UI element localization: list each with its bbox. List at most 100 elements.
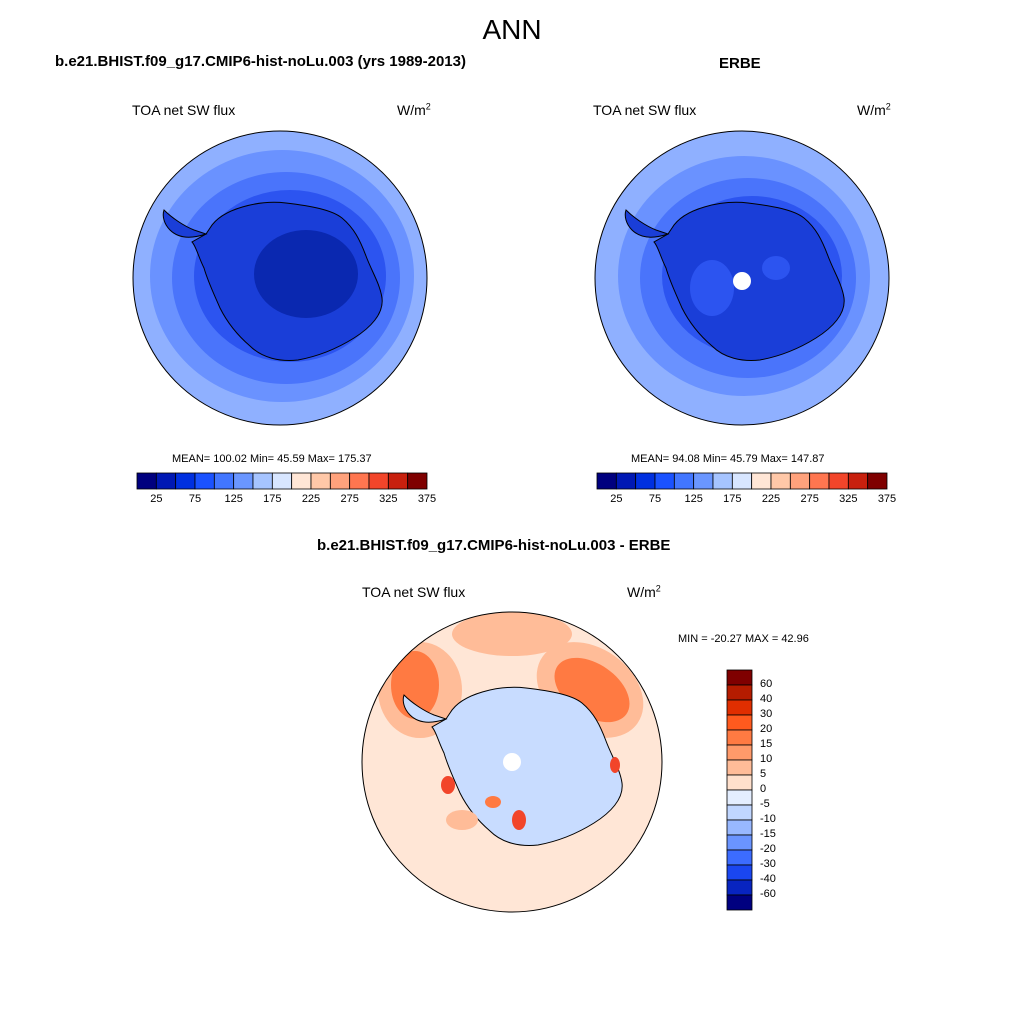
cb-obs-label-4: 225 [761,493,781,505]
cb-diff-swatch-3 [726,714,753,731]
map-diff-hotspot-4 [610,757,620,773]
cb-obs-swatch-9 [770,472,791,490]
cb-model-swatch-6 [252,472,273,490]
cb-diff-swatch-8 [726,789,753,806]
map-diff-warm-north [452,612,572,656]
panel1-variable: TOA net SW flux [132,102,236,118]
panel2-variable: TOA net SW flux [593,102,697,118]
map-model-border [132,130,428,426]
cb-obs-swatch-14 [867,472,888,490]
map-diff-pole-hole [503,753,521,771]
cb-obs-label-7: 375 [877,493,897,505]
cb-diff-swatch-11 [726,834,753,851]
cb-diff-label-2: 30 [760,708,773,720]
cb-model-swatch-2 [175,472,196,490]
cb-obs-swatch-11 [809,472,830,490]
cb-model-label-0: 25 [150,493,163,505]
cb-diff-swatch-6 [726,759,753,776]
cb-diff-swatch-14 [726,879,753,896]
panel1-title: b.e21.BHIST.f09_g17.CMIP6-hist-noLu.003 … [55,53,466,70]
cb-model-label-7: 375 [417,493,437,505]
cb-obs-swatch-7 [731,472,753,490]
cb-obs-swatch-13 [847,472,869,490]
cb-model-swatch-14 [407,472,428,490]
cb-diff-swatch-2 [726,699,753,716]
cb-diff-swatch-4 [726,729,753,746]
map-diff-border [361,611,663,913]
cb-model-swatch-13 [387,472,409,490]
cb-diff-label-5: 10 [760,753,773,765]
cb-model-label-2: 125 [224,493,243,505]
cb-model-swatch-11 [349,472,370,490]
colorbar-difference [726,669,753,911]
map-obs-border [594,130,890,426]
cb-model-label-5: 275 [340,493,359,505]
cb-obs-swatch-8 [751,472,772,490]
cb-model-label-1: 75 [188,493,202,505]
cb-obs-swatch-12 [828,472,849,490]
colorbar-model [136,472,428,490]
cb-diff-swatch-13 [726,864,753,881]
cb-diff-label-14: -60 [760,888,776,900]
cb-model-swatch-8 [291,472,312,490]
map-diff-warm-patch [446,810,478,830]
map-model [132,130,428,426]
cb-model-swatch-9 [310,472,331,490]
cb-obs-swatch-2 [635,472,656,490]
cb-model-swatch-1 [155,472,177,490]
map-obs [594,130,890,426]
cb-model-swatch-10 [329,472,351,490]
cb-obs-swatch-0 [596,472,617,490]
cb-diff-swatch-9 [726,804,753,821]
cb-obs-label-5: 275 [800,493,819,505]
panel2-units: W/m2 [857,101,891,118]
cb-model-swatch-3 [194,472,215,490]
cb-obs-swatch-6 [712,472,733,490]
map-obs-pole-hole [733,272,751,290]
cb-diff-label-1: 40 [760,693,773,705]
cb-obs-label-6: 325 [839,493,858,505]
cb-diff-label-8: -5 [760,798,770,810]
cb-diff-swatch-0 [726,669,753,686]
cb-model-swatch-7 [271,472,293,490]
map-difference [361,611,663,913]
cb-diff-label-4: 15 [760,738,773,750]
cb-diff-label-11: -20 [760,843,776,855]
cb-diff-swatch-15 [726,894,753,911]
cb-obs-label-3: 175 [723,493,742,505]
cb-model-swatch-12 [368,472,389,490]
panel1-stats: MEAN= 100.02 Min= 45.59 Max= 175.37 [172,453,372,465]
cb-diff-label-13: -40 [760,873,776,885]
cb-model-swatch-0 [136,472,157,490]
panel2-stats: MEAN= 94.08 Min= 45.79 Max= 147.87 [631,453,825,465]
cb-diff-swatch-12 [726,849,753,866]
map-model-plateau [254,230,358,318]
map-obs-low-region [690,260,734,316]
cb-diff-swatch-7 [726,774,753,791]
map-obs-low-region-2 [762,256,790,280]
cb-obs-swatch-4 [673,472,695,490]
cb-obs-label-2: 125 [684,493,703,505]
cb-diff-swatch-1 [726,684,753,701]
map-diff-hotspot-3 [485,796,501,808]
panel1-units: W/m2 [397,101,431,118]
panel2-title: ERBE [719,55,761,72]
cb-diff-label-12: -30 [760,858,776,870]
cb-model-swatch-4 [213,472,235,490]
cb-diff-label-7: 0 [760,783,767,795]
cb-diff-swatch-5 [726,744,753,761]
cb-diff-label-3: 20 [760,723,773,735]
cb-diff-label-0: 60 [760,678,773,690]
cb-obs-label-1: 75 [648,493,662,505]
cb-diff-label-10: -15 [760,828,776,840]
map-diff-hotspot-2 [512,810,526,830]
cb-model-label-3: 175 [263,493,282,505]
map-diff-hotspot-1 [441,776,455,794]
cb-obs-label-0: 25 [610,493,623,505]
cb-model-label-4: 225 [301,493,321,505]
panel3-variable: TOA net SW flux [362,584,466,600]
cb-model-label-6: 325 [379,493,398,505]
cb-diff-label-9: -10 [760,813,776,825]
